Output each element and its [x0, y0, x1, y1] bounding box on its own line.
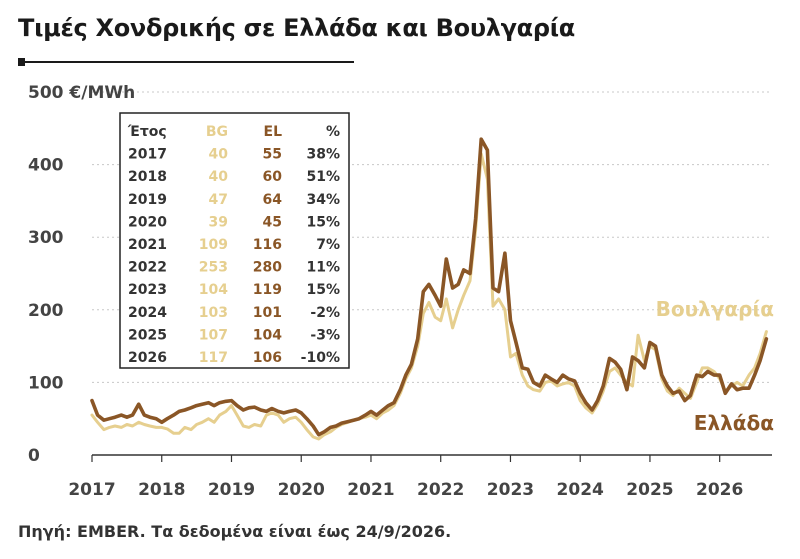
table-cell: 117	[199, 350, 228, 366]
table-cell: 39	[209, 214, 228, 230]
table-cell: 2024	[128, 305, 167, 321]
y-tick-label: 500 €/MWh	[28, 83, 135, 103]
table-cell: 64	[263, 192, 283, 208]
table-cell: 60	[263, 169, 283, 185]
x-tick-label: 2024	[557, 480, 604, 500]
source-note: Πηγή: EMBER. Τα δεδομένα είναι έως 24/9/…	[18, 522, 452, 541]
table-cell: 2023	[128, 282, 167, 298]
table-cell: 106	[253, 350, 282, 366]
table-cell: 253	[199, 260, 228, 276]
table-header-cell: BG	[206, 124, 228, 140]
table-cell: 2018	[128, 169, 167, 185]
table-cell: 40	[209, 169, 229, 185]
table-header-cell: EL	[264, 124, 283, 140]
series-line-bulgaria	[90, 152, 768, 441]
table-cell: 38%	[306, 147, 340, 163]
table-cell: -2%	[310, 305, 340, 321]
series-label-greece: Ελλάδα	[694, 411, 774, 435]
y-tick-label: 0	[28, 446, 40, 466]
y-tick-label: 400	[28, 156, 64, 176]
series-labels: Βουλγαρία Ελλάδα	[656, 297, 774, 435]
series-label-bulgaria: Βουλγαρία	[656, 297, 774, 321]
table-cell: 15%	[306, 282, 340, 298]
table-cell: 2020	[128, 214, 167, 230]
y-tick-label: 100	[28, 373, 64, 393]
table-cell: 55	[263, 147, 282, 163]
table-cell: 107	[199, 327, 228, 343]
table-cell: 104	[253, 327, 282, 343]
table-cell: 45	[263, 214, 282, 230]
table-cell: 101	[253, 305, 282, 321]
x-tick-label: 2023	[487, 480, 534, 500]
table-cell: 2017	[128, 147, 167, 163]
series-line-greece	[90, 137, 769, 437]
annual-price-table: Έτος BG EL % 2017 40 55 38% 2018 40 60 51% 2019 47 64 3…	[119, 112, 350, 369]
series-lines	[90, 137, 769, 441]
x-tick-label: 2019	[208, 480, 255, 500]
y-tick-label: 300	[28, 228, 64, 248]
table-cell: 2022	[128, 260, 167, 276]
x-tick-label: 2020	[278, 480, 325, 500]
table-cell: 280	[253, 260, 282, 276]
table-cell: 47	[209, 192, 228, 208]
title-underline	[18, 61, 354, 63]
table-header-cell: %	[326, 124, 340, 140]
chart-title: Τιμές Χονδρικής σε Ελλάδα και Βουλγαρία	[18, 14, 575, 42]
table-cell: 51%	[306, 169, 340, 185]
table-cell: 40	[209, 147, 229, 163]
table-cell: 116	[253, 237, 282, 253]
y-axis-labels: 0 100 200 300 400 500 €/MWh	[28, 83, 135, 466]
table-cell: 7%	[316, 237, 340, 253]
table-header-cell: Έτος	[127, 124, 167, 140]
table-frame	[119, 112, 350, 369]
table-cell: 34%	[306, 192, 340, 208]
table-cell: 119	[253, 282, 282, 298]
table-cell: 11%	[306, 260, 340, 276]
table-cell: 2021	[128, 237, 167, 253]
table-cell: 104	[199, 282, 228, 298]
x-axis: 2017 2018 2019 2020 2021 2022 2023 2024 2025 2026	[68, 454, 772, 500]
table-cell: 109	[199, 237, 228, 253]
table-cell: 2026	[128, 350, 167, 366]
x-tick-label: 2017	[68, 480, 115, 500]
x-tick-label: 2022	[417, 480, 464, 500]
x-tick-label: 2025	[626, 480, 673, 500]
table-cell: -10%	[301, 350, 340, 366]
table-cell: 2019	[128, 192, 167, 208]
y-tick-label: 200	[28, 301, 64, 321]
table-cell: 2025	[128, 327, 167, 343]
table-cell: 103	[199, 305, 228, 321]
table-cell: 15%	[306, 214, 340, 230]
x-tick-label: 2018	[138, 480, 185, 500]
x-tick-label: 2021	[347, 480, 394, 500]
table-cell: -3%	[310, 327, 340, 343]
x-tick-label: 2026	[696, 480, 743, 500]
